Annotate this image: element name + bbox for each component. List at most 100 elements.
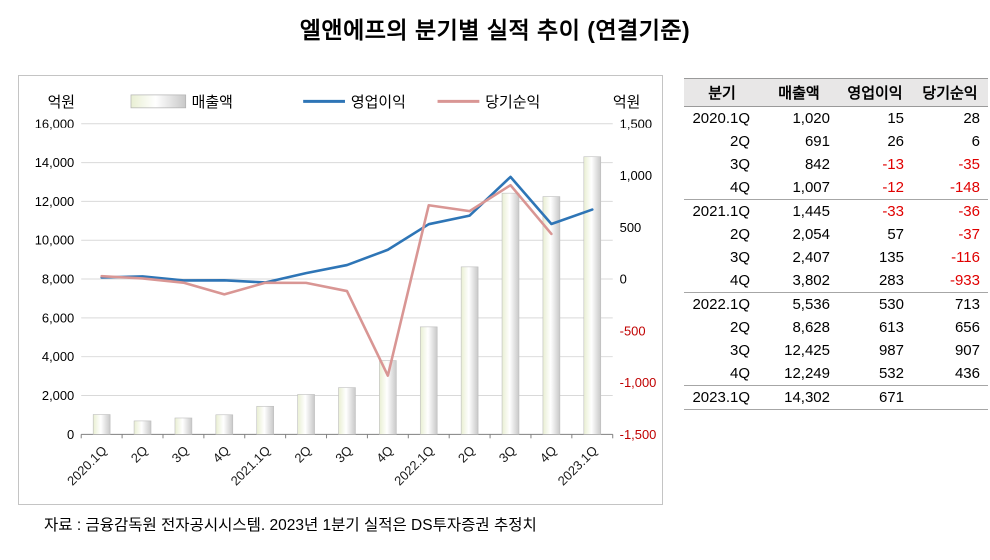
net-income-cell: -116: [951, 249, 980, 266]
table-row: 2021.1Q 1,445 -33 -36: [684, 199, 988, 223]
legend-label-revenue: 매출액: [192, 94, 233, 111]
svg-text:12,000: 12,000: [35, 194, 75, 209]
legend-label-net-income: 당기순익: [485, 94, 540, 111]
operating-profit-cell: 671: [838, 385, 912, 410]
operating-profit-cell: 532: [878, 365, 904, 382]
revenue-bars: [92, 156, 602, 435]
quarter-cell: 2Q: [729, 226, 750, 243]
revenue-cell: 1,445: [760, 199, 838, 223]
quarter-cell: 4Q: [729, 365, 750, 382]
revenue-cell: 1,020: [792, 110, 830, 127]
net-income-cell: -933: [949, 272, 980, 289]
svg-text:0: 0: [67, 427, 74, 442]
table-header-cell: 당기순익: [912, 78, 988, 107]
x-axis-ticks: [80, 434, 614, 439]
svg-text:500: 500: [620, 220, 642, 235]
svg-text:2021.1Q: 2021.1Q: [228, 443, 274, 489]
quarter-cell: 2020.1Q: [692, 110, 750, 127]
operating-profit-cell: 15: [887, 110, 904, 127]
net-income-cell: 713: [912, 292, 988, 316]
page-title: 엘앤에프의 분기별 실적 추이 (연결기준): [299, 17, 691, 43]
operating-profit-cell: -33: [838, 199, 912, 223]
quarter-cell: 4Q: [729, 272, 750, 289]
revenue-cell: 5,536: [760, 292, 838, 316]
svg-text:1,000: 1,000: [620, 168, 652, 183]
svg-text:3Q: 3Q: [332, 443, 355, 466]
revenue-legend-swatch: [130, 94, 187, 109]
table-header-cell: 매출액: [760, 78, 838, 107]
table-row: 4Q 12,249 532 436: [684, 362, 988, 386]
svg-text:-1,000: -1,000: [620, 375, 657, 390]
quarter-cell: 2023.1Q: [684, 385, 760, 410]
svg-text:4Q: 4Q: [210, 443, 233, 466]
operating-profit-cell: 57: [887, 226, 904, 243]
operating-profit-line: [100, 175, 594, 284]
svg-text:14,000: 14,000: [35, 155, 75, 170]
quarter-cell: 3Q: [729, 249, 750, 266]
operating-profit-cell: 987: [878, 342, 904, 359]
revenue-cell: 2,054: [792, 226, 830, 243]
net-income-cell: [912, 385, 988, 410]
svg-text:0: 0: [620, 272, 627, 287]
svg-text:2Q: 2Q: [455, 443, 478, 466]
table-row: 3Q 842 -13 -35: [684, 153, 988, 176]
table-row: 4Q 1,007 -12 -148: [684, 176, 988, 200]
revenue-cell: 12,425: [784, 342, 830, 359]
net-income-line: [100, 183, 553, 377]
revenue-cell: 8,628: [792, 319, 830, 336]
left-axis-labels: 0 2,000 4,000 6,000 8,000 10,000 12,000 14,000 1…: [35, 116, 75, 442]
table-body: 2020.1Q 1,020 15 28 2Q 691 26 6 3Q 842 -13 -35 4Q 1,0…: [684, 107, 988, 410]
legend-label-operating-profit: 영업이익: [351, 94, 406, 111]
net-income-cell: -35: [958, 156, 980, 173]
revenue-cell: 1,007: [792, 179, 830, 196]
quarterly-table: 분기 매출액 영업이익 당기순익 2020.1Q 1,020 15 28 2Q 691 26 6 3Q…: [684, 78, 988, 410]
svg-text:3Q: 3Q: [496, 443, 519, 466]
svg-text:-1,500: -1,500: [620, 427, 657, 442]
net-income-cell: -148: [949, 179, 980, 196]
quarter-cell: 3Q: [729, 342, 750, 359]
operating-profit-cell: -12: [882, 179, 904, 196]
net-income-cell: 907: [954, 342, 980, 359]
net-income-cell: 656: [954, 319, 980, 336]
table-head: 분기 매출액 영업이익 당기순익: [684, 78, 988, 107]
net-income-cell: 28: [963, 110, 980, 127]
svg-text:2Q: 2Q: [128, 443, 151, 466]
table-row: 2023.1Q 14,302 671: [684, 385, 988, 410]
quarter-cell: 4Q: [729, 179, 750, 196]
operating-profit-cell: 283: [878, 272, 904, 289]
revenue-cell: 691: [804, 133, 830, 150]
revenue-cell: 14,302: [760, 385, 838, 410]
svg-text:-500: -500: [620, 323, 646, 338]
svg-text:4,000: 4,000: [42, 349, 74, 364]
operating-profit-cell: 135: [878, 249, 904, 266]
net-income-cell: -37: [958, 226, 980, 243]
quarter-cell: 2021.1Q: [684, 199, 760, 223]
table-row: 4Q 3,802 283 -933: [684, 269, 988, 293]
combo-chart: 0 2,000 4,000 6,000 8,000 10,000 12,000 14,000 1…: [35, 94, 657, 489]
svg-text:2Q: 2Q: [291, 443, 314, 466]
svg-text:1,500: 1,500: [620, 116, 652, 131]
quarter-cell: 2022.1Q: [684, 292, 760, 316]
table-header-cell: 영업이익: [838, 78, 912, 107]
table-header-cell: 분기: [684, 78, 760, 107]
svg-text:2020.1Q: 2020.1Q: [64, 443, 110, 489]
table-row: 2Q 8,628 613 656: [684, 316, 988, 339]
svg-text:2,000: 2,000: [42, 388, 74, 403]
svg-text:2022.1Q: 2022.1Q: [391, 443, 437, 489]
operating-profit-cell: 26: [887, 133, 904, 150]
quarter-cell: 3Q: [729, 156, 750, 173]
left-axis-unit: 억원: [48, 94, 75, 111]
legend: 억원 매출액 영업이익 당기순익 억원: [48, 94, 641, 111]
table-row: 3Q 2,407 135 -116: [684, 246, 988, 269]
table-row: 2022.1Q 5,536 530 713: [684, 292, 988, 316]
operating-profit-cell: 530: [838, 292, 912, 316]
quarter-cell: 2Q: [729, 133, 750, 150]
right-axis-labels: -1,500 -1,000 -500 0 500 1,000 1,500: [620, 116, 657, 442]
table-row: 2Q 691 26 6: [684, 130, 988, 153]
revenue-cell: 2,407: [792, 249, 830, 266]
svg-text:4Q: 4Q: [373, 443, 396, 466]
table-row: 2020.1Q 1,020 15 28: [684, 107, 988, 131]
revenue-cell: 3,802: [792, 272, 830, 289]
table-header-row: 분기 매출액 영업이익 당기순익: [684, 78, 988, 107]
